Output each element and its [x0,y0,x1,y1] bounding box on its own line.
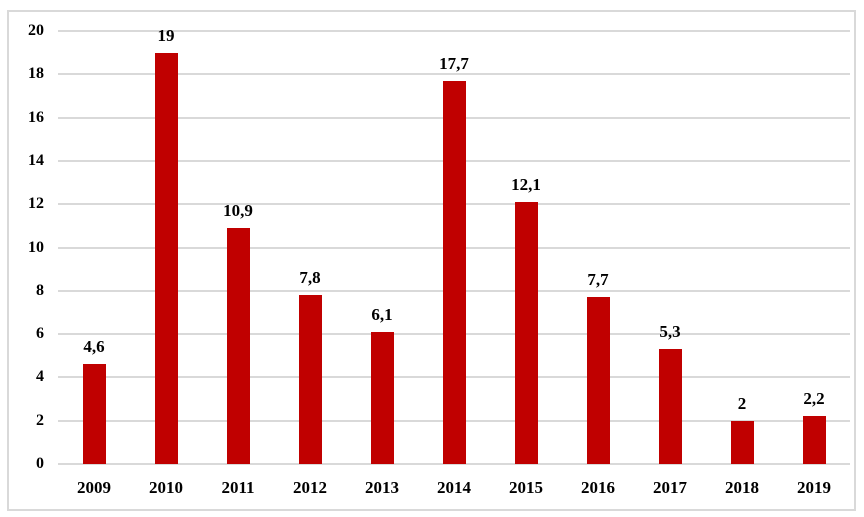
x-axis-tick-label: 2017 [653,478,687,497]
y-axis-tick-label: 8 [36,281,44,299]
y-axis-tick-label: 4 [36,368,44,386]
bar-value-label: 6,1 [371,304,393,324]
bar-value-label: 19 [157,25,175,45]
bar-2014 [442,80,466,464]
bar-2011 [226,228,250,464]
bar-value-label: 2,2 [803,389,825,409]
chart-border-frame [7,10,856,511]
bar-value-label: 17,7 [439,53,469,73]
x-axis-tick-label: 2010 [149,478,183,497]
bar-2019 [802,416,826,464]
x-axis-tick-label: 2016 [581,478,615,497]
bar-2017 [658,349,682,464]
bar-value-label: 10,9 [223,201,253,220]
y-axis-tick-label: 2 [36,411,44,429]
x-axis-tick-label: 2011 [221,478,255,497]
bar-2018 [730,420,754,464]
bar-value-label: 12,1 [511,175,541,195]
bar-2010 [154,52,178,464]
bar-2009 [82,364,106,464]
x-axis-tick-label: 2015 [509,478,543,497]
bar-2013 [370,331,394,464]
bar-value-label: 7,7 [587,270,609,290]
bar-value-label: 4,6 [83,337,105,357]
gridline [58,30,850,32]
bar-2016 [586,297,610,464]
bar-2015 [514,202,538,464]
y-axis-tick-label: 18 [28,65,44,83]
bar-value-label: 5,3 [659,322,681,342]
bar-value-label: 7,8 [299,268,321,288]
x-axis-tick-label: 2018 [725,478,759,497]
x-axis-line [58,463,850,465]
x-axis-tick-label: 2012 [293,478,327,497]
x-axis-tick-label: 2019 [797,478,831,497]
y-axis-tick-label: 14 [28,151,44,169]
y-axis-tick-label: 20 [28,22,44,39]
bar-2012 [298,295,322,464]
x-axis-tick-label: 2009 [77,478,111,497]
bar-value-label: 2 [737,393,747,413]
x-axis-tick-label: 2014 [437,478,471,497]
y-axis-tick-label: 10 [28,238,44,256]
y-axis-tick-label: 0 [36,455,44,472]
y-axis-tick-label: 12 [28,195,44,213]
x-axis-tick-label: 2013 [365,478,399,497]
gridline [58,73,850,76]
y-axis-tick-label: 6 [36,325,44,343]
y-axis-tick-label: 16 [28,108,44,126]
